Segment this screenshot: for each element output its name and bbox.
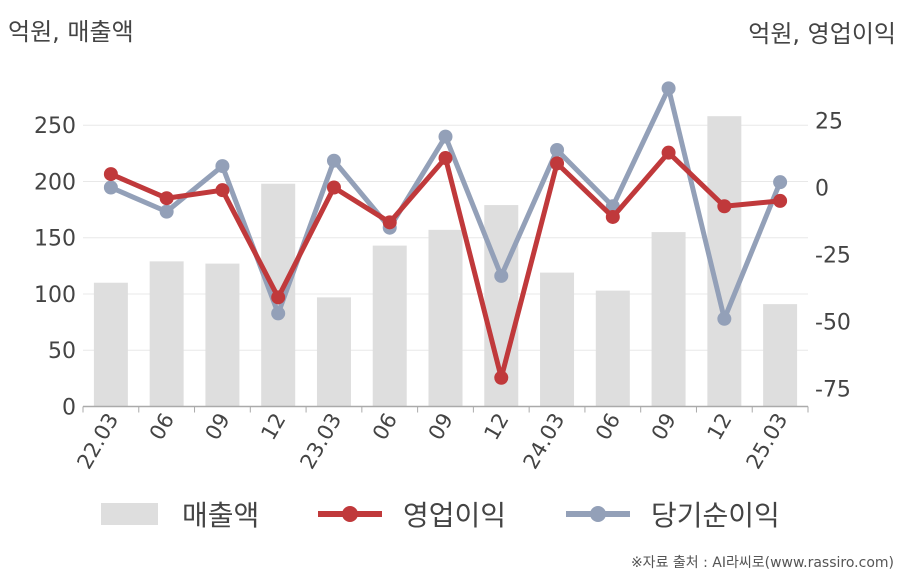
legend-marker-net-income bbox=[590, 506, 606, 522]
right-axis-title: 억원, 영업이익 bbox=[748, 20, 896, 48]
x-tick-label: 09 bbox=[424, 409, 458, 444]
revenue-bar bbox=[372, 245, 407, 407]
x-tick-label: 09 bbox=[647, 409, 681, 444]
axes bbox=[82, 405, 809, 413]
x-tick-label: 09 bbox=[201, 409, 235, 444]
legend-swatch-revenue bbox=[101, 503, 158, 525]
source-note: ※자료 출처 : AI라씨로(www.rassiro.com) bbox=[630, 555, 894, 571]
operating-profit-point bbox=[271, 290, 286, 305]
legend-label-revenue: 매출액 bbox=[182, 499, 259, 532]
x-tick-label: 12 bbox=[703, 409, 737, 444]
x-tick-label: 22.03 bbox=[72, 409, 123, 473]
legend-marker-operating-profit bbox=[342, 506, 358, 522]
profit-lines bbox=[103, 81, 788, 385]
left-axis-title: 억원, 매출액 bbox=[8, 18, 134, 46]
operating-profit-point bbox=[661, 145, 676, 160]
right-tick-label: -75 bbox=[815, 377, 851, 402]
revenue-bar bbox=[428, 229, 463, 407]
operating-profit-point bbox=[494, 370, 509, 385]
legend-label-operating-profit: 영업이익 bbox=[403, 499, 506, 532]
legend-label-net-income: 당기순이익 bbox=[651, 499, 780, 532]
net-income-point bbox=[271, 306, 286, 321]
net-income-point bbox=[661, 81, 676, 96]
net-income-point bbox=[215, 159, 230, 174]
operating-profit-point bbox=[773, 193, 788, 208]
operating-profit-point bbox=[215, 183, 230, 198]
x-tick-label: 12 bbox=[479, 409, 513, 444]
right-tick-label: -50 bbox=[815, 310, 851, 335]
right-tick-label: -25 bbox=[815, 243, 851, 268]
revenue-bar bbox=[651, 232, 686, 407]
revenue-bars bbox=[93, 116, 798, 407]
left-tick-label: 100 bbox=[34, 283, 76, 308]
left-tick-label: 50 bbox=[48, 339, 76, 364]
net-income-point bbox=[103, 180, 118, 195]
operating-profit-point bbox=[717, 199, 732, 214]
net-income-point bbox=[773, 175, 788, 190]
left-tick-label: 0 bbox=[62, 396, 76, 421]
x-tick-label: 06 bbox=[591, 409, 625, 444]
operating-profit-point bbox=[605, 209, 620, 224]
revenue-bar bbox=[540, 272, 575, 407]
left-tick-label: 200 bbox=[34, 170, 76, 195]
operating-profit-point bbox=[103, 167, 118, 182]
x-tick-label: 12 bbox=[256, 409, 290, 444]
revenue-bar bbox=[763, 304, 798, 407]
net-income-point bbox=[438, 129, 453, 144]
operating-profit-point bbox=[550, 156, 565, 171]
revenue-bar bbox=[595, 290, 630, 407]
right-tick-label: 25 bbox=[815, 110, 843, 135]
revenue-bar bbox=[205, 263, 240, 407]
revenue-bar bbox=[149, 261, 184, 407]
x-tick-label: 24.03 bbox=[519, 409, 570, 473]
right-tick-label: 0 bbox=[815, 177, 829, 202]
x-tick-label: 23.03 bbox=[295, 409, 346, 473]
x-tick-label: 25.03 bbox=[742, 409, 793, 473]
net-income-point bbox=[717, 311, 732, 326]
net-income-point bbox=[159, 204, 174, 219]
net-income-point bbox=[550, 142, 565, 157]
operating-profit-point bbox=[438, 151, 453, 166]
x-tick-label: 06 bbox=[368, 409, 402, 444]
left-tick-label: 150 bbox=[34, 227, 76, 252]
operating-profit-point bbox=[382, 215, 397, 230]
left-tick-label: 250 bbox=[34, 114, 76, 139]
operating-profit-point bbox=[326, 180, 341, 195]
net-income-point bbox=[494, 268, 509, 283]
revenue-bar bbox=[93, 282, 128, 407]
net-income-point bbox=[326, 153, 341, 168]
legend: 매출액 영업이익 당기순이익 bbox=[101, 499, 780, 532]
x-tick-label: 06 bbox=[145, 409, 179, 444]
operating-profit-point bbox=[159, 191, 174, 206]
revenue-bar bbox=[316, 297, 351, 407]
